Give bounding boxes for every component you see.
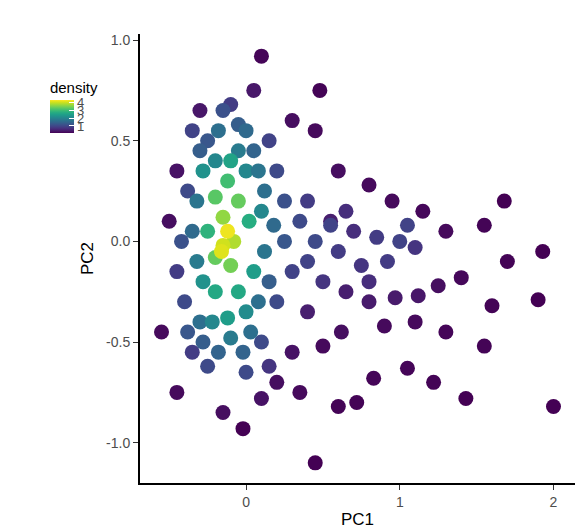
svg-text:1: 1 xyxy=(77,119,84,134)
svg-text:1.0: 1.0 xyxy=(111,32,131,48)
svg-text:0.5: 0.5 xyxy=(111,133,131,149)
svg-text:PC1: PC1 xyxy=(341,510,374,529)
svg-text:PC2: PC2 xyxy=(78,242,97,275)
svg-text:2: 2 xyxy=(550,494,558,510)
svg-text:3: 3 xyxy=(77,103,84,118)
svg-text:0.0: 0.0 xyxy=(111,233,131,249)
svg-text:0: 0 xyxy=(242,494,250,510)
svg-text:density: density xyxy=(50,79,98,96)
svg-text:-1.0: -1.0 xyxy=(106,435,130,451)
svg-text:4: 4 xyxy=(77,95,84,110)
svg-text:-0.5: -0.5 xyxy=(106,334,130,350)
svg-text:2: 2 xyxy=(77,111,84,126)
svg-text:1: 1 xyxy=(396,494,404,510)
